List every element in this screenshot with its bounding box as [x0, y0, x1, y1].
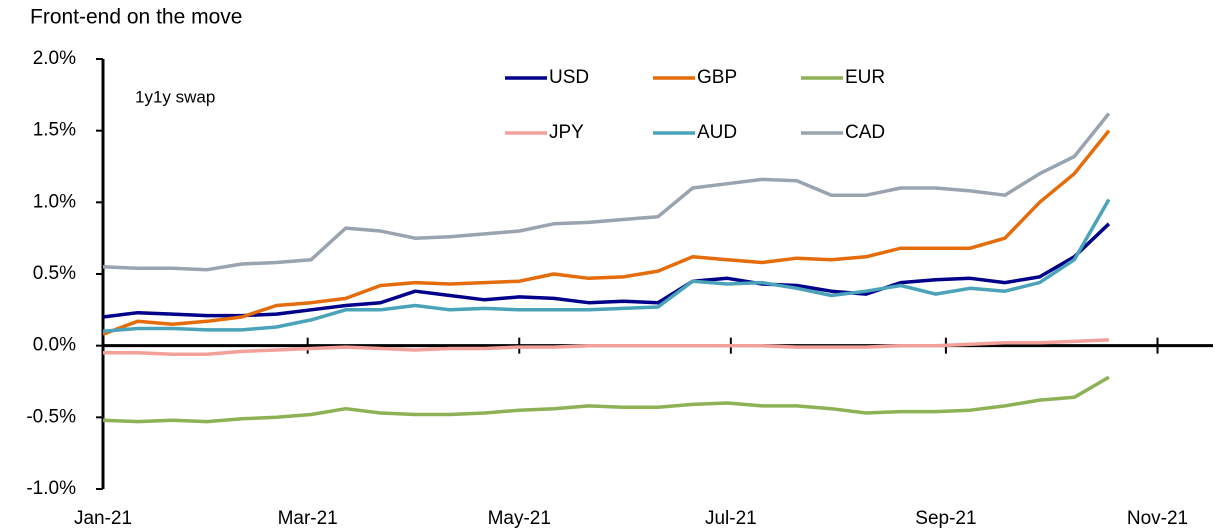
x-tick-label: Nov-21: [1127, 508, 1188, 529]
y-tick-label: 1.5%: [33, 120, 76, 141]
y-tick-label: 1.0%: [33, 191, 76, 212]
series-line: [102, 375, 1110, 424]
legend-label: CAD: [845, 122, 885, 143]
x-tick-label: Mar-21: [278, 508, 338, 529]
x-tick-label: Sep-21: [915, 508, 976, 529]
series-line: [102, 222, 1111, 319]
legend-label: JPY: [549, 122, 584, 143]
legend-label: USD: [549, 67, 589, 88]
series-line: [102, 129, 1111, 336]
y-tick-label: 0.0%: [33, 335, 76, 356]
series-line: [102, 198, 1111, 334]
x-tick-label: May-21: [488, 508, 551, 529]
annotation: 1y1y swap: [135, 87, 215, 106]
y-tick-label: 2.0%: [33, 48, 76, 69]
y-tick-label: -0.5%: [26, 406, 76, 427]
series-line: [102, 112, 1111, 272]
x-tick-label: Jul-21: [705, 508, 757, 529]
chart-title: Front-end on the move: [30, 6, 242, 29]
legend-label: GBP: [697, 67, 737, 88]
x-tick-label: Jan-21: [74, 508, 132, 529]
legend-label: AUD: [697, 122, 737, 143]
legend-label: EUR: [845, 67, 885, 88]
y-tick-label: -1.0%: [26, 478, 76, 499]
series-line: [103, 338, 1109, 357]
y-tick-label: 0.5%: [33, 263, 76, 284]
